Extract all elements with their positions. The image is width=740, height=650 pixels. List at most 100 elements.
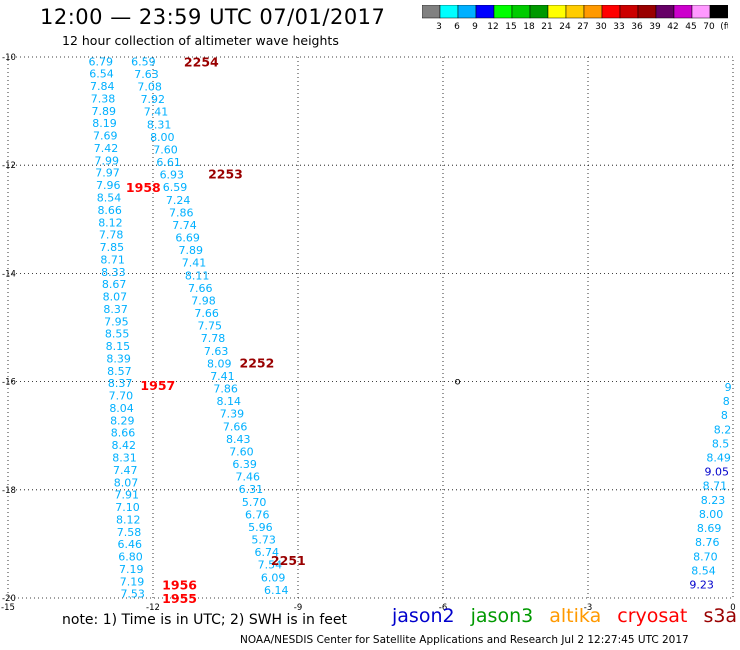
swh-value-label: 8.15 [106,340,131,353]
swh-value-label: 5.96 [248,521,273,534]
colorbar-swatch [655,5,675,19]
colorbar-label: 12 [487,22,498,32]
swh-value-label: 8.66 [111,427,136,440]
legend-jason2: jason2 [392,605,455,627]
swh-value-label: 8.04 [109,402,134,415]
swh-value-label: 7.42 [94,142,119,155]
swh-value-label: 7.58 [117,526,142,539]
time-label: 2254 [184,54,219,69]
swh-value-label: 8.66 [97,204,122,217]
satellite-legend: jason2 jason3 altika cryosat s3a [392,605,740,627]
legend-jason3: jason3 [470,605,534,627]
colorbar-label: 6 [454,22,460,32]
colorbar-swatch [601,5,621,19]
swh-value-label: 7.78 [99,229,124,242]
swh-value-label: 8.00 [150,131,175,144]
swh-value-label: 7.53 [120,588,145,601]
swh-value-label: 7.92 [141,93,166,106]
colorbar-swatch [565,5,585,19]
swh-value-label: 6.80 [118,551,143,564]
colorbar-swatch [511,5,531,19]
swh-value-label: 8.69 [697,522,722,535]
swh-value-label: 7.41 [144,106,169,119]
swh-value-label: 8.39 [106,352,131,365]
chart-subtitle: 12 hour collection of altimeter wave hei… [62,33,339,48]
swh-value-label: 7.99 [94,154,119,167]
swh-value-label: 8.71 [703,480,728,493]
colorbar-label: 45 [685,22,696,32]
swh-value-label: 6.59 [131,55,156,68]
swh-value-label: 7.66 [194,307,219,320]
time-label: 1957 [140,378,175,393]
swh-value-label: 8 [721,409,728,422]
swh-value-label: 8.5 [712,437,730,450]
swh-value-label: 7.24 [166,194,191,207]
swh-value-label: 8.54 [97,192,122,205]
colorbar-label: 9 [472,22,478,32]
swh-value-label: 9 [725,381,732,394]
swh-value-label: 7.41 [182,257,207,270]
swh-value-label: 6.61 [156,156,181,169]
swh-value-label: 5.70 [242,496,267,509]
swh-value-label: 6.39 [232,458,257,471]
swh-value-label: 8.14 [217,395,242,408]
swh-value-label: 5.73 [251,534,276,547]
swh-value-label: 7.19 [119,563,144,576]
colorbar-label: 36 [631,22,643,32]
colorbar-swatch [475,5,495,19]
colorbar-swatch [583,5,603,19]
swh-value-label: 8.49 [706,452,731,465]
colorbar-label: (ft) [720,22,728,32]
colorbar-swatch [493,5,513,19]
swh-value-label: 7.66 [223,420,248,433]
colorbar-swatch [637,5,657,19]
colorbar-swatch [529,5,549,19]
colorbar-swatch [691,5,711,19]
colorbar-label: 27 [577,22,588,32]
swh-value-label: 8.07 [103,291,128,304]
colorbar-label: 21 [541,22,552,32]
footer-note: note: 1) Time is in UTC; 2) SWH is in fe… [62,612,348,628]
colorbar-label: 15 [505,22,516,32]
colorbar-swatch [619,5,639,19]
legend-altika: altika [549,605,602,627]
swh-value-label: 8.71 [100,253,125,266]
plot-frame [7,56,734,599]
swh-value-label: 7.86 [213,383,238,396]
swh-value-label: 7.66 [188,282,213,295]
swh-value-label: 7.63 [204,345,229,358]
swh-value-label: 7.85 [100,241,125,254]
swh-value-label: 9.23 [689,578,714,591]
chart-title: 12:00 — 23:59 UTC 07/01/2017 [40,5,386,29]
swh-value-label: 7.97 [95,167,120,180]
swh-value-label: 8.43 [226,433,251,446]
y-tick-label: -16 [2,378,16,388]
swh-value-label: 8.19 [92,117,117,130]
swh-value-label: 8.55 [105,328,130,341]
swh-value-label: 6.54 [89,68,114,81]
x-tick-label: -15 [1,603,15,613]
swh-value-label: 7.96 [96,179,121,192]
time-label: 2252 [240,356,275,371]
swh-value-label: 8.67 [102,278,127,291]
colorbar-label: 70 [703,22,715,32]
swh-value-label: 8.31 [147,118,172,131]
y-tick-label: -12 [2,161,16,171]
swh-value-label: 6.09 [261,571,286,584]
swh-value-label: 8.12 [98,216,123,229]
swh-value-label: 8.07 [114,476,139,489]
swh-value-label: 8.09 [207,357,232,370]
colorbar-label: 42 [667,22,678,32]
colorbar-label: 39 [649,22,661,32]
swh-value-label: 8.37 [103,303,128,316]
time-label: 2251 [271,553,306,568]
swh-value-label: 7.10 [115,501,140,514]
swh-value-label: 8.2 [714,423,732,436]
swh-value-label: 8.29 [110,414,135,427]
swh-value-label: 7.89 [179,244,204,257]
swh-value-label: 7.60 [153,143,178,156]
swh-value-label: 6.46 [117,538,142,551]
swh-value-label: 6.14 [264,584,289,597]
swh-value-label: 6.31 [239,483,264,496]
